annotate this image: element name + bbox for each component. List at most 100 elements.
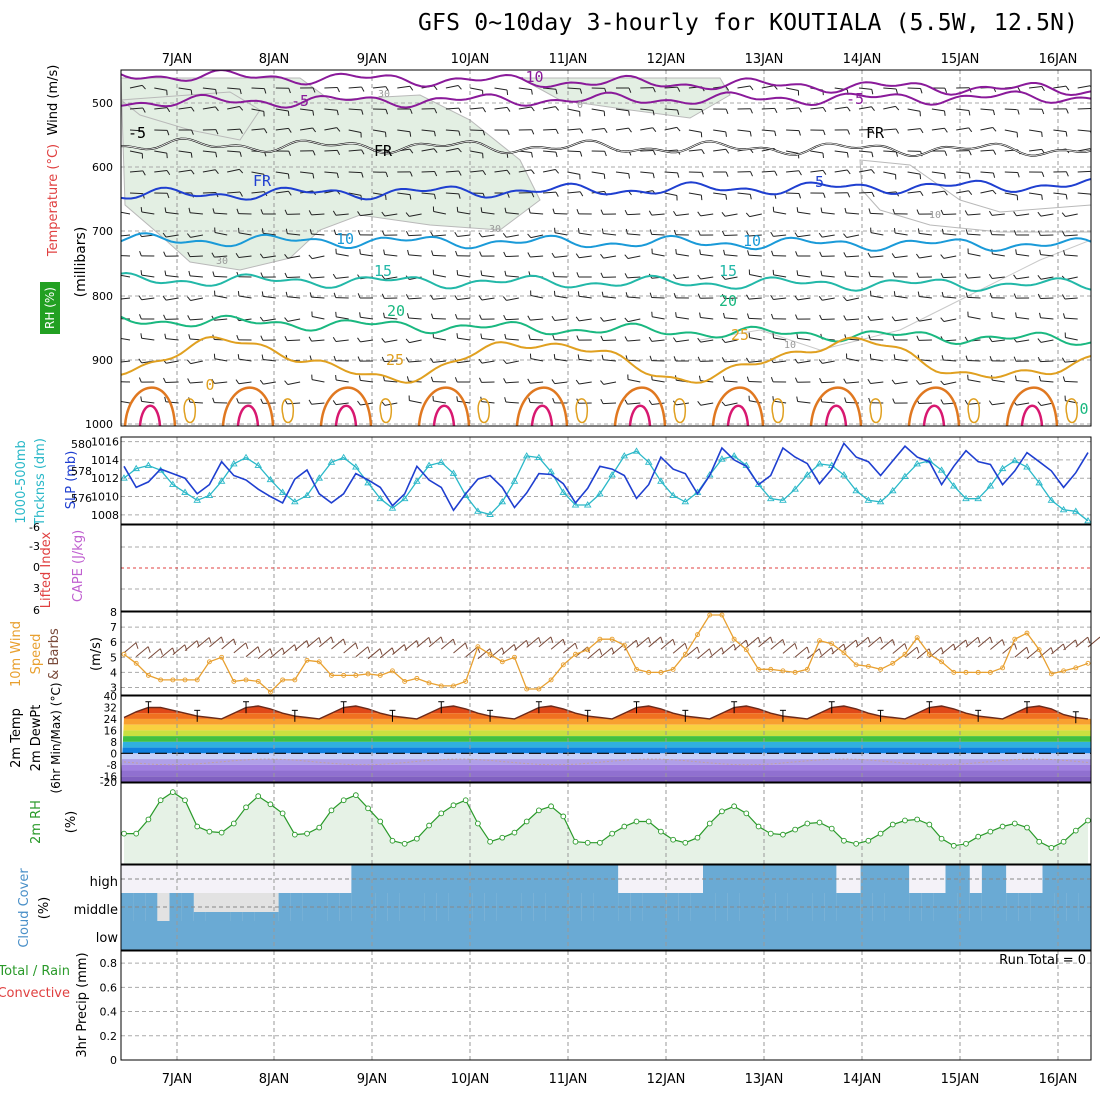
- wind10-barb: [721, 643, 735, 655]
- rh2m-point: [291, 831, 298, 838]
- wind-barb: [700, 317, 714, 320]
- wind-barb: [761, 170, 775, 173]
- wind-barb-flag: [794, 377, 798, 383]
- wind-barb-flag: [577, 228, 580, 234]
- wind-barb-flag: [725, 194, 728, 200]
- cloud-low-cell: [290, 921, 304, 950]
- wind10-barb-flag: [562, 639, 566, 646]
- wind-barb-flag: [600, 380, 605, 385]
- wind-barb-flag: [968, 150, 972, 156]
- wind-barb: [773, 337, 787, 341]
- temp-loop-30: [221, 386, 275, 426]
- wind-barb-flag: [236, 334, 239, 341]
- wind-barb-flag: [115, 295, 118, 299]
- cloud-mid-cell: [302, 893, 316, 921]
- wind10-barb: [587, 648, 601, 660]
- cloud-low-cell: [387, 921, 401, 950]
- wind-barb-flag: [600, 398, 604, 404]
- rh2m-point: [511, 829, 518, 836]
- date-label-top: 12JAN: [647, 52, 686, 67]
- wind-barb-flag: [871, 89, 874, 95]
- cloud-low-cell: [690, 921, 704, 950]
- wind-barb: [1004, 192, 1018, 196]
- wind-barb-flag: [725, 108, 729, 115]
- wind-barb-flag: [164, 333, 167, 339]
- wind-barb-flag: [1015, 249, 1017, 255]
- wind-barb: [724, 254, 738, 257]
- wind-barb-flag: [455, 313, 458, 320]
- rh2m-point: [316, 824, 323, 831]
- wind-barb: [432, 254, 446, 257]
- wind-barb-flag: [820, 270, 823, 276]
- wind-barb-flag: [115, 358, 118, 362]
- wind-barb: [748, 360, 762, 363]
- wind-barb: [810, 150, 824, 154]
- wind-barb-flag: [187, 378, 191, 384]
- wind10-barb-flag: [526, 640, 529, 647]
- cloud-mid-cell: [678, 893, 692, 921]
- wind-barb: [797, 360, 811, 364]
- wind-barb-flag: [239, 169, 244, 174]
- wind-barb-flag: [675, 248, 677, 255]
- panel-frame: [120, 69, 1092, 427]
- wind-barb: [360, 316, 374, 320]
- wind-barb-flag: [819, 314, 823, 320]
- contour-label: 20: [387, 302, 405, 320]
- cloud-low-cell: [957, 921, 971, 950]
- thickness-point: [535, 453, 543, 461]
- wind-barb-flag: [1037, 401, 1042, 406]
- pressure-tick-label: 500: [92, 97, 113, 110]
- wind10-barb: [1051, 643, 1064, 655]
- wind-barb-flag: [555, 89, 558, 95]
- wind-barb: [311, 276, 325, 279]
- wind-barb: [190, 212, 203, 215]
- wind-barb: [991, 276, 1005, 279]
- wind-barb-flag: [579, 191, 584, 197]
- wind-barb-flag: [673, 356, 677, 362]
- wind10-barb-flag: [196, 640, 200, 647]
- wind-barb-flag: [944, 150, 948, 156]
- wind-barb-flag: [359, 312, 361, 318]
- temp-band: [121, 724, 1091, 731]
- wind-barb: [238, 381, 252, 385]
- wind-barb: [980, 126, 993, 131]
- temp-loop-35: [1020, 404, 1044, 426]
- wind-barb: [481, 338, 495, 341]
- wind10-barb-flag: [159, 648, 163, 655]
- wind10-barb-flag: [757, 637, 761, 644]
- wind-barb: [1029, 86, 1042, 89]
- rh2m-fill: [124, 792, 1088, 864]
- wind-barb-flag: [551, 252, 556, 258]
- wind-barb: [324, 171, 338, 174]
- pressure-tick-label: 900: [92, 354, 113, 367]
- wind-barb-flag: [819, 377, 823, 383]
- cloud-low-cell: [315, 921, 328, 950]
- wind-barb-flag: [235, 252, 240, 258]
- wind-barb-flag: [115, 314, 117, 319]
- wind-barb-flag: [458, 130, 461, 136]
- wind-barb: [967, 379, 981, 383]
- wind-barb: [858, 191, 872, 194]
- date-label-top: 13JAN: [745, 52, 784, 67]
- wind-barb-flag: [190, 89, 193, 95]
- wind-barb-flag: [1039, 249, 1042, 255]
- cloud-low-cell: [751, 921, 765, 950]
- temp-loop-25: [281, 398, 294, 424]
- wind-barb-flag: [576, 208, 580, 215]
- wind-barb: [713, 192, 726, 196]
- panel-frame: [120, 782, 1092, 865]
- temp2m-tick-label: -16: [100, 771, 117, 783]
- rh2m-point: [694, 834, 701, 841]
- contour-label: 0: [1079, 400, 1088, 418]
- wind-barb: [384, 360, 398, 363]
- wind-barb: [627, 213, 641, 216]
- wind-barb: [518, 169, 532, 173]
- wind-barb-flag: [576, 335, 580, 341]
- cloud-low-cell: [606, 921, 619, 950]
- wind-barb-flag: [722, 312, 726, 319]
- wind-barb: [943, 233, 957, 236]
- cloud-low-cell: [860, 921, 874, 950]
- wind10-barb: [404, 640, 417, 651]
- cloud-low-cell: [121, 921, 134, 950]
- wind-barb-flag: [312, 127, 317, 133]
